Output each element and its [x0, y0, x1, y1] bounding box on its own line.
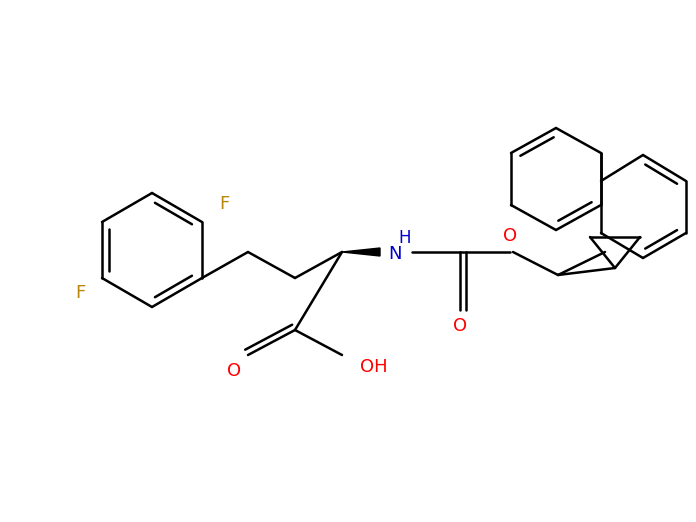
- Text: F: F: [75, 284, 85, 302]
- Text: O: O: [227, 362, 241, 380]
- Text: H: H: [399, 229, 411, 247]
- Text: O: O: [503, 227, 517, 245]
- Text: O: O: [453, 317, 467, 335]
- Text: OH: OH: [360, 358, 388, 376]
- Text: F: F: [219, 195, 229, 213]
- Polygon shape: [342, 248, 380, 256]
- Text: N: N: [388, 245, 402, 263]
